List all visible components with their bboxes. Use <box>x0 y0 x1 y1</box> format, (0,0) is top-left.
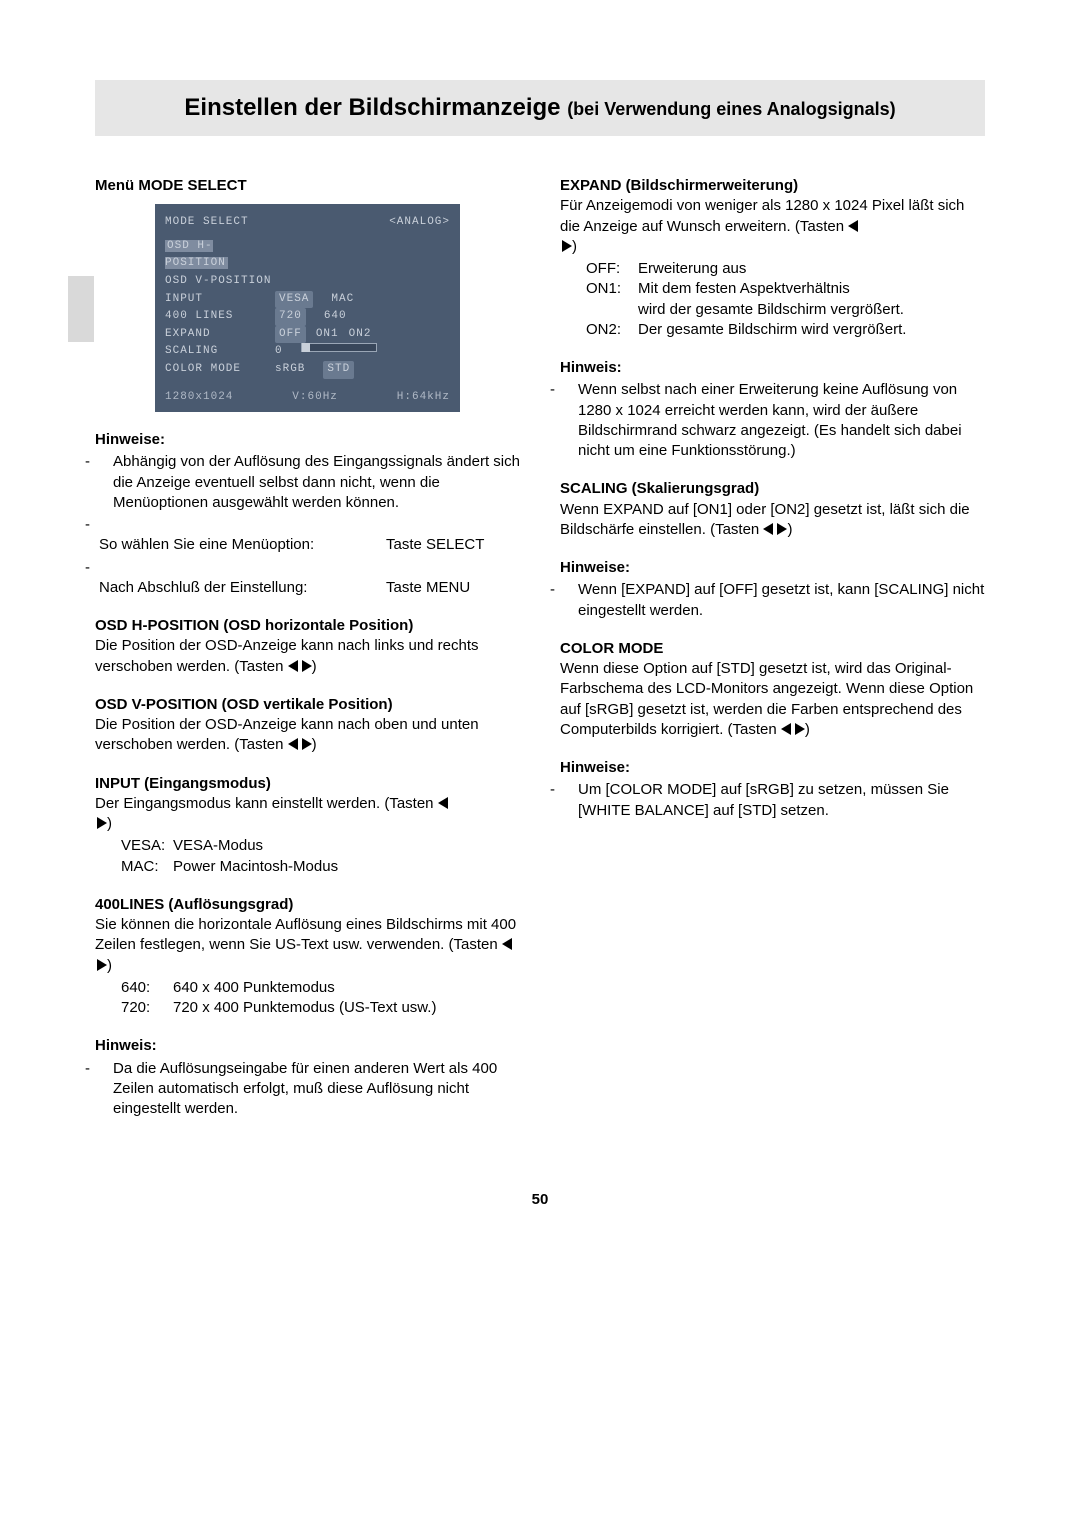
hinweis-head-r1: Hinweis: <box>560 358 985 378</box>
osd-lines-640: 640 <box>324 308 347 326</box>
hinweise-head-r2: Hinweise: <box>560 758 985 778</box>
color-head: COLOR MODE <box>560 639 985 659</box>
left-arrow-icon <box>288 660 298 672</box>
right-arrow-icon <box>302 738 312 750</box>
title-main: Einstellen der Bildschirmanzeige <box>184 94 567 121</box>
expand-on1-val2: wird der gesamte Bildschirm vergrößert. <box>638 300 904 320</box>
left-arrow-icon <box>438 797 448 809</box>
expand-off-val: Erweiterung aus <box>638 259 746 279</box>
expand-on1-val1: Mit dem festen Aspektverhältnis <box>638 279 850 299</box>
page-number: 50 <box>95 1191 985 1208</box>
side-tab <box>68 276 94 342</box>
note-1b: So wählen Sie eine Menüoption:Taste SELE… <box>113 515 520 556</box>
osd-scaling-slider <box>301 343 377 352</box>
osd-mode: <ANALOG> <box>389 214 450 232</box>
hinweise-head-r1: Hinweise: <box>560 558 985 578</box>
osd-v-body: Die Position der OSD-Anzeige kann nach o… <box>95 715 520 756</box>
scaling-note: Wenn [EXPAND] auf [OFF] gesetzt ist, kan… <box>578 580 985 621</box>
expand-body: Für Anzeigemodi von weniger als 1280 x 1… <box>560 196 985 257</box>
osd-400lines: 400 LINES <box>165 308 275 326</box>
osd-footer-h: H:64kHz <box>397 389 450 407</box>
right-arrow-icon <box>777 523 787 535</box>
input-mac-val: Power Macintosh-Modus <box>173 857 338 877</box>
right-column: EXPAND (Bildschirmerweiterung) Für Anzei… <box>560 176 985 1131</box>
input-mac-key: MAC: <box>121 857 173 877</box>
osd-footer-res: 1280x1024 <box>165 389 233 407</box>
left-arrow-icon <box>781 723 791 735</box>
color-body: Wenn diese Option auf [STD] gesetzt ist,… <box>560 659 985 740</box>
page-title-bar: Einstellen der Bildschirmanzeige (bei Ve… <box>95 80 985 136</box>
osd-footer-v: V:60Hz <box>292 389 338 407</box>
osd-lines-720: 720 <box>275 308 306 326</box>
osd-h-body: Die Position der OSD-Anzeige kann nach l… <box>95 636 520 677</box>
l400-720-key: 720: <box>121 998 173 1018</box>
left-arrow-icon <box>763 523 773 535</box>
page: Einstellen der Bildschirmanzeige (bei Ve… <box>0 0 1080 1248</box>
scaling-body: Wenn EXPAND auf [ON1] oder [ON2] gesetzt… <box>560 500 985 541</box>
osd-color-std: STD <box>323 361 354 379</box>
expand-head: EXPAND (Bildschirmerweiterung) <box>560 176 985 196</box>
osd-title: MODE SELECT <box>165 214 249 232</box>
note-1c: Nach Abschluß der Einstellung:Taste MENU <box>113 558 520 599</box>
osd-v-position: OSD V-POSITION <box>165 273 275 291</box>
right-arrow-icon <box>562 240 572 252</box>
expand-off-key: OFF: <box>586 259 638 279</box>
osd-scaling: SCALING <box>165 343 275 361</box>
l400-720-val: 720 x 400 Punktemodus (US-Text usw.) <box>173 998 436 1018</box>
l400-640-key: 640: <box>121 978 173 998</box>
osd-scaling-val: 0 <box>275 343 283 361</box>
osd-v-head: OSD V-POSITION (OSD vertikale Position) <box>95 695 520 715</box>
l400-640-val: 640 x 400 Punktemodus <box>173 978 335 998</box>
input-head: INPUT (Eingangsmodus) <box>95 774 520 794</box>
input-vesa-val: VESA-Modus <box>173 836 263 856</box>
left-column: Menü MODE SELECT MODE SELECT <ANALOG> OS… <box>95 176 520 1131</box>
input-body: Der Eingangsmodus kann einstellt werden.… <box>95 794 520 835</box>
left-arrow-icon <box>502 938 512 950</box>
expand-on2-val: Der gesamte Bildschirm wird vergrößert. <box>638 320 906 340</box>
hinweise-head-1: Hinweise: <box>95 430 520 450</box>
left-arrow-icon <box>288 738 298 750</box>
note-1a: Abhängig von der Auflösung des Eingangss… <box>113 452 520 513</box>
osd-input-vesa: VESA <box>275 291 313 309</box>
right-arrow-icon <box>795 723 805 735</box>
osd-input-mac: MAC <box>331 291 354 309</box>
osd-expand: EXPAND <box>165 326 275 344</box>
osd-expand-on1: ON1 <box>316 326 339 344</box>
osd-input: INPUT <box>165 291 275 309</box>
osd-color-srgb: sRGB <box>275 361 305 379</box>
expand-on1-key: ON1: <box>586 279 638 299</box>
left-arrow-icon <box>848 220 858 232</box>
osd-colormode: COLOR MODE <box>165 361 275 379</box>
l400-body: Sie können die horizontale Auflösung ein… <box>95 915 520 976</box>
menu-mode-select-head: Menü MODE SELECT <box>95 176 520 196</box>
input-vesa-key: VESA: <box>121 836 173 856</box>
l400-note: Da die Auflösungseingabe für einen ander… <box>113 1059 520 1120</box>
osd-screenshot: MODE SELECT <ANALOG> OSD H-POSITION OSD … <box>155 204 460 412</box>
l400-head: 400LINES (Auflösungsgrad) <box>95 895 520 915</box>
scaling-head: SCALING (Skalierungsgrad) <box>560 479 985 499</box>
expand-on2-key: ON2: <box>586 320 638 340</box>
title-sub: (bei Verwendung eines Analogsignals) <box>567 99 895 119</box>
hinweis-head-l: Hinweis: <box>95 1036 520 1056</box>
osd-expand-on2: ON2 <box>349 326 372 344</box>
right-arrow-icon <box>97 959 107 971</box>
right-arrow-icon <box>302 660 312 672</box>
osd-h-head: OSD H-POSITION (OSD horizontale Position… <box>95 616 520 636</box>
osd-h-position: OSD H-POSITION <box>165 240 228 270</box>
color-note: Um [COLOR MODE] auf [sRGB] zu setzen, mü… <box>578 780 985 821</box>
expand-note: Wenn selbst nach einer Erweiterung keine… <box>578 380 985 461</box>
osd-expand-off: OFF <box>275 326 306 344</box>
right-arrow-icon <box>97 817 107 829</box>
